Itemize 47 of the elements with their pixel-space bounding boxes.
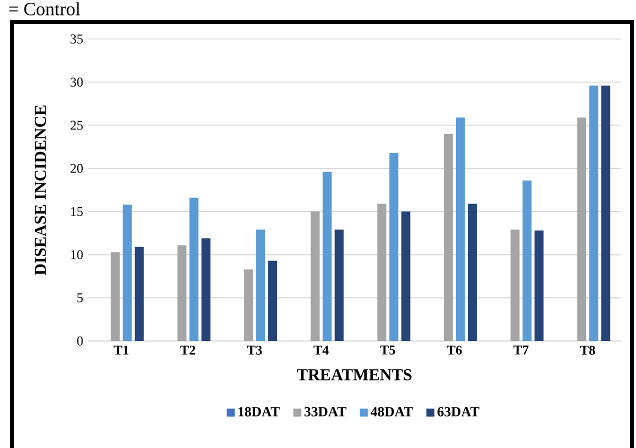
legend-label: 33DAT bbox=[304, 407, 346, 416]
bar bbox=[268, 260, 278, 341]
bar bbox=[189, 198, 198, 341]
y-tick-label: 5 bbox=[77, 293, 83, 302]
bar bbox=[377, 204, 386, 341]
bar bbox=[334, 230, 344, 341]
legend-label: 48DAT bbox=[370, 406, 413, 416]
y-tick-label: 25 bbox=[70, 120, 83, 130]
bar bbox=[510, 230, 520, 341]
y-axis-title: DISEASE INCIDENCE bbox=[34, 105, 46, 276]
bar bbox=[201, 238, 210, 341]
x-tick-label: T7 bbox=[513, 346, 529, 354]
bar bbox=[601, 86, 610, 341]
text: = Control bbox=[9, 2, 80, 16]
x-tick-label: T2 bbox=[180, 346, 196, 355]
x-tick-label: T4 bbox=[314, 346, 329, 354]
x-axis-title: TREATMENTS bbox=[297, 369, 412, 380]
bar bbox=[577, 118, 586, 341]
bar bbox=[444, 134, 453, 341]
legend-label: 63DAT bbox=[437, 407, 480, 416]
y-tick-label: 15 bbox=[71, 207, 83, 216]
y-tick-label: 30 bbox=[70, 78, 83, 87]
bar bbox=[401, 212, 410, 341]
bar bbox=[389, 152, 398, 341]
y-tick-label: 10 bbox=[71, 250, 83, 260]
y-tick-label: 35 bbox=[70, 34, 83, 44]
bar bbox=[468, 204, 477, 341]
y-tick-label: 20 bbox=[70, 164, 83, 173]
bar bbox=[122, 204, 132, 341]
bar bbox=[134, 246, 144, 341]
x-tick-label: T6 bbox=[446, 346, 462, 355]
bar bbox=[589, 86, 598, 341]
bar bbox=[522, 180, 532, 341]
y-tick-label: 0 bbox=[77, 336, 83, 346]
x-tick-label: T8 bbox=[580, 346, 596, 355]
bar bbox=[322, 172, 332, 341]
bar bbox=[534, 230, 544, 341]
x-tick-label: T1 bbox=[114, 346, 128, 354]
legend-label: 18DAT bbox=[238, 406, 280, 416]
x-tick-label: T5 bbox=[380, 346, 396, 355]
bar bbox=[110, 252, 120, 341]
x-tick-label: T3 bbox=[246, 346, 262, 355]
bar bbox=[256, 230, 266, 341]
bar bbox=[310, 212, 320, 341]
bar bbox=[244, 269, 254, 341]
bar bbox=[177, 245, 186, 341]
bar bbox=[456, 118, 465, 341]
